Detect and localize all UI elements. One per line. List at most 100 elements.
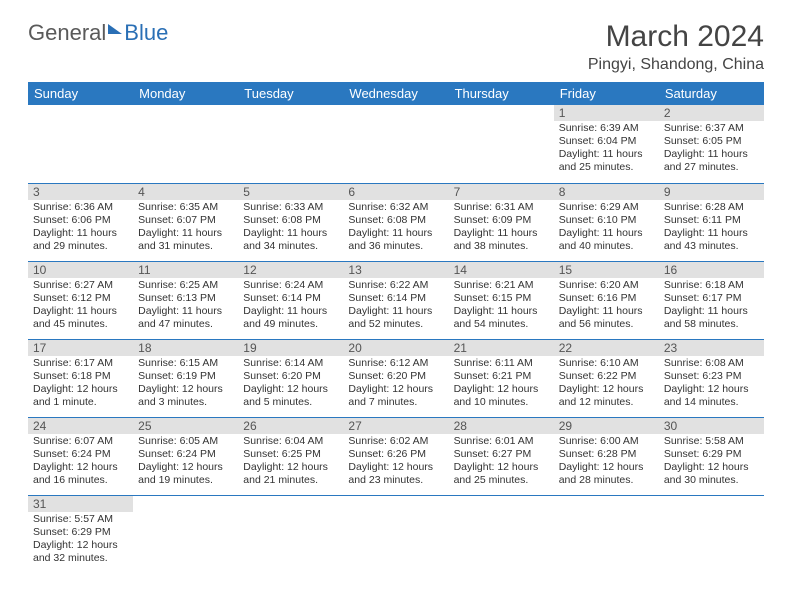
calendar-cell: [28, 105, 133, 183]
day-info-line: Daylight: 11 hours and 52 minutes.: [348, 305, 443, 331]
weekday-header: Sunday: [28, 82, 133, 105]
day-number: 24: [28, 418, 133, 434]
day-info-line: Sunrise: 6:07 AM: [33, 435, 128, 448]
day-info-line: Sunset: 6:29 PM: [664, 448, 759, 461]
day-number: 28: [449, 418, 554, 434]
day-number: 8: [554, 184, 659, 200]
day-number: 15: [554, 262, 659, 278]
day-info: Sunrise: 6:00 AMSunset: 6:28 PMDaylight:…: [554, 434, 659, 491]
day-info: Sunrise: 6:39 AMSunset: 6:04 PMDaylight:…: [554, 121, 659, 178]
calendar-cell: [343, 495, 448, 573]
calendar-cell: [449, 495, 554, 573]
day-info: Sunrise: 6:14 AMSunset: 6:20 PMDaylight:…: [238, 356, 343, 413]
day-info: Sunrise: 6:25 AMSunset: 6:13 PMDaylight:…: [133, 278, 238, 335]
day-info-line: Daylight: 11 hours and 54 minutes.: [454, 305, 549, 331]
calendar-cell: 16Sunrise: 6:18 AMSunset: 6:17 PMDayligh…: [659, 261, 764, 339]
day-info-line: Sunrise: 6:29 AM: [559, 201, 654, 214]
calendar-cell: 28Sunrise: 6:01 AMSunset: 6:27 PMDayligh…: [449, 417, 554, 495]
day-info-line: Daylight: 12 hours and 10 minutes.: [454, 383, 549, 409]
day-number: 21: [449, 340, 554, 356]
day-info-line: Daylight: 11 hours and 47 minutes.: [138, 305, 233, 331]
calendar-cell: [133, 495, 238, 573]
calendar-cell: 20Sunrise: 6:12 AMSunset: 6:20 PMDayligh…: [343, 339, 448, 417]
day-info-line: Sunset: 6:18 PM: [33, 370, 128, 383]
calendar-cell: 26Sunrise: 6:04 AMSunset: 6:25 PMDayligh…: [238, 417, 343, 495]
day-number: 11: [133, 262, 238, 278]
day-info-line: Sunset: 6:17 PM: [664, 292, 759, 305]
calendar-head: SundayMondayTuesdayWednesdayThursdayFrid…: [28, 82, 764, 105]
day-info-line: Daylight: 11 hours and 45 minutes.: [33, 305, 128, 331]
calendar-cell: 23Sunrise: 6:08 AMSunset: 6:23 PMDayligh…: [659, 339, 764, 417]
day-info: Sunrise: 6:36 AMSunset: 6:06 PMDaylight:…: [28, 200, 133, 257]
day-info-line: Sunrise: 6:11 AM: [454, 357, 549, 370]
day-info-line: Sunset: 6:05 PM: [664, 135, 759, 148]
calendar-cell: 27Sunrise: 6:02 AMSunset: 6:26 PMDayligh…: [343, 417, 448, 495]
day-number: 4: [133, 184, 238, 200]
day-number: 2: [659, 105, 764, 121]
day-info-line: Sunset: 6:10 PM: [559, 214, 654, 227]
day-info-line: Daylight: 12 hours and 25 minutes.: [454, 461, 549, 487]
calendar-row: 1Sunrise: 6:39 AMSunset: 6:04 PMDaylight…: [28, 105, 764, 183]
day-info: Sunrise: 6:08 AMSunset: 6:23 PMDaylight:…: [659, 356, 764, 413]
day-info-line: Daylight: 11 hours and 38 minutes.: [454, 227, 549, 253]
day-info-line: Sunrise: 6:36 AM: [33, 201, 128, 214]
header: GeneralBlue March 2024 Pingyi, Shandong,…: [28, 20, 764, 74]
calendar-cell: 17Sunrise: 6:17 AMSunset: 6:18 PMDayligh…: [28, 339, 133, 417]
calendar-cell: 7Sunrise: 6:31 AMSunset: 6:09 PMDaylight…: [449, 183, 554, 261]
day-info-line: Sunrise: 6:31 AM: [454, 201, 549, 214]
day-info-line: Daylight: 12 hours and 16 minutes.: [33, 461, 128, 487]
calendar-cell: 24Sunrise: 6:07 AMSunset: 6:24 PMDayligh…: [28, 417, 133, 495]
day-number: 13: [343, 262, 448, 278]
day-info-line: Sunrise: 6:33 AM: [243, 201, 338, 214]
calendar-cell: 1Sunrise: 6:39 AMSunset: 6:04 PMDaylight…: [554, 105, 659, 183]
calendar-cell: [449, 105, 554, 183]
weekday-header: Friday: [554, 82, 659, 105]
day-info-line: Daylight: 12 hours and 1 minute.: [33, 383, 128, 409]
day-info-line: Sunrise: 6:14 AM: [243, 357, 338, 370]
day-info: Sunrise: 6:02 AMSunset: 6:26 PMDaylight:…: [343, 434, 448, 491]
day-info-line: Daylight: 11 hours and 56 minutes.: [559, 305, 654, 331]
title-block: March 2024 Pingyi, Shandong, China: [588, 20, 764, 74]
calendar-row: 24Sunrise: 6:07 AMSunset: 6:24 PMDayligh…: [28, 417, 764, 495]
sail-icon: [108, 24, 122, 34]
calendar-cell: [343, 105, 448, 183]
day-info-line: Daylight: 11 hours and 25 minutes.: [559, 148, 654, 174]
calendar-cell: 19Sunrise: 6:14 AMSunset: 6:20 PMDayligh…: [238, 339, 343, 417]
day-info-line: Daylight: 11 hours and 34 minutes.: [243, 227, 338, 253]
day-number: 17: [28, 340, 133, 356]
day-info-line: Daylight: 12 hours and 7 minutes.: [348, 383, 443, 409]
day-number: 18: [133, 340, 238, 356]
day-number: 30: [659, 418, 764, 434]
day-number: 29: [554, 418, 659, 434]
day-info: Sunrise: 6:28 AMSunset: 6:11 PMDaylight:…: [659, 200, 764, 257]
calendar-cell: 4Sunrise: 6:35 AMSunset: 6:07 PMDaylight…: [133, 183, 238, 261]
day-number: 5: [238, 184, 343, 200]
calendar-cell: [133, 105, 238, 183]
day-info: Sunrise: 6:35 AMSunset: 6:07 PMDaylight:…: [133, 200, 238, 257]
calendar-cell: 2Sunrise: 6:37 AMSunset: 6:05 PMDaylight…: [659, 105, 764, 183]
day-info-line: Daylight: 11 hours and 29 minutes.: [33, 227, 128, 253]
calendar-cell: 3Sunrise: 6:36 AMSunset: 6:06 PMDaylight…: [28, 183, 133, 261]
calendar-cell: 31Sunrise: 5:57 AMSunset: 6:29 PMDayligh…: [28, 495, 133, 573]
day-info-line: Sunrise: 6:20 AM: [559, 279, 654, 292]
calendar-cell: 15Sunrise: 6:20 AMSunset: 6:16 PMDayligh…: [554, 261, 659, 339]
weekday-header: Monday: [133, 82, 238, 105]
day-info: Sunrise: 6:24 AMSunset: 6:14 PMDaylight:…: [238, 278, 343, 335]
day-info: Sunrise: 6:05 AMSunset: 6:24 PMDaylight:…: [133, 434, 238, 491]
day-info-line: Daylight: 11 hours and 40 minutes.: [559, 227, 654, 253]
logo: GeneralBlue: [28, 20, 168, 46]
day-info-line: Daylight: 11 hours and 49 minutes.: [243, 305, 338, 331]
day-info-line: Sunset: 6:29 PM: [33, 526, 128, 539]
calendar-row: 31Sunrise: 5:57 AMSunset: 6:29 PMDayligh…: [28, 495, 764, 573]
calendar-cell: 10Sunrise: 6:27 AMSunset: 6:12 PMDayligh…: [28, 261, 133, 339]
day-number: 3: [28, 184, 133, 200]
day-number: 7: [449, 184, 554, 200]
calendar-cell: 11Sunrise: 6:25 AMSunset: 6:13 PMDayligh…: [133, 261, 238, 339]
day-info-line: Sunset: 6:11 PM: [664, 214, 759, 227]
calendar-table: SundayMondayTuesdayWednesdayThursdayFrid…: [28, 82, 764, 573]
day-info: Sunrise: 6:15 AMSunset: 6:19 PMDaylight:…: [133, 356, 238, 413]
day-info-line: Sunset: 6:14 PM: [348, 292, 443, 305]
day-info-line: Sunset: 6:24 PM: [33, 448, 128, 461]
day-info-line: Daylight: 11 hours and 36 minutes.: [348, 227, 443, 253]
day-info-line: Sunset: 6:08 PM: [348, 214, 443, 227]
